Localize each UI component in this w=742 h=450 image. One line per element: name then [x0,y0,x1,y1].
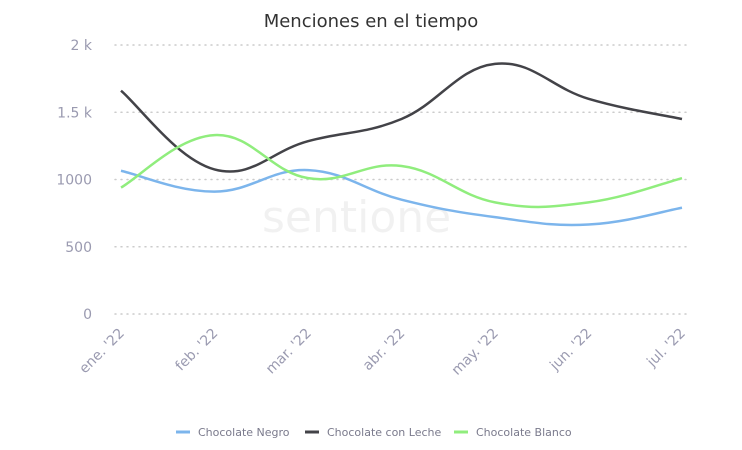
y-tick-label: 1000 [56,173,92,189]
y-tick-label: 2 k [71,38,93,54]
y-tick-label: 0 [83,307,92,323]
legend-label: Chocolate Negro [198,426,290,439]
x-tick-label: abr. '22 [360,326,408,374]
legend-item[interactable]: Chocolate con Leche [305,426,442,439]
x-tick-label: mar. '22 [263,326,315,378]
series-line-chocolate-negro[interactable] [120,168,683,227]
legend-item[interactable]: Chocolate Blanco [454,426,572,439]
watermark-logo: sentione [262,192,451,243]
series-line-chocolate-blanco[interactable] [120,133,683,209]
x-tick-label: may. '22 [449,326,502,379]
x-tick-label: feb. '22 [173,326,222,375]
x-tick-label: ene. '22 [76,326,127,377]
chart-title: Menciones en el tiempo [264,11,479,32]
x-tick-label: jul. '22 [643,326,688,371]
y-tick-label: 500 [65,240,92,256]
legend-item[interactable]: Chocolate Negro [176,426,290,439]
watermark-text: sentione [262,192,451,243]
y-tick-label: 1.5 k [57,105,93,121]
series-line-chocolate-con-leche[interactable] [120,62,683,173]
x-tick-label: jun. '22 [546,326,595,375]
legend-label: Chocolate con Leche [327,426,442,439]
legend-label: Chocolate Blanco [476,426,572,439]
